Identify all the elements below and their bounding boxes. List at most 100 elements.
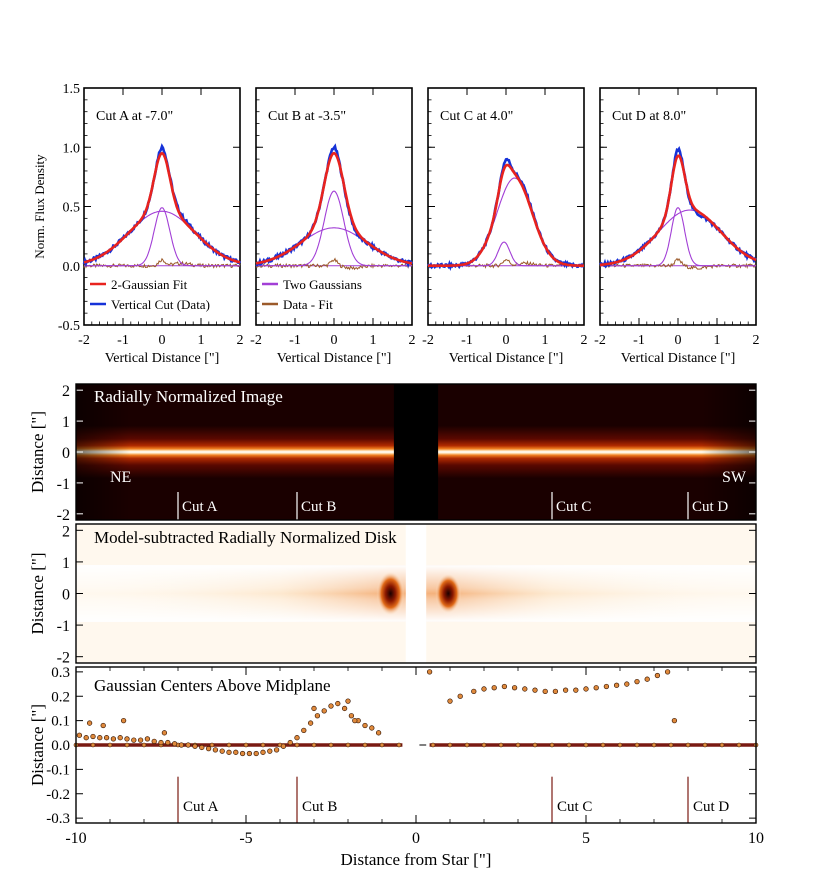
y-tick-label: 0 (62, 587, 70, 604)
midplane-point (396, 742, 402, 748)
midplane-point (532, 742, 538, 748)
midplane-point (549, 742, 555, 748)
coronagraph-mask (393, 384, 439, 520)
midplane-point (328, 742, 334, 748)
center-point (226, 749, 232, 755)
scatter-panel: -10 -5 0 5 10 -0.3 -0.2 -0.1 0.0 0.1 0.2 0.3 Distanc… (28, 665, 764, 869)
center-point (654, 672, 661, 679)
x-tick-label: 2 (753, 333, 760, 348)
residual-blob-left (376, 571, 405, 616)
panel-title: Cut C at 4.0" (440, 109, 513, 124)
gaussian-narrow-line (600, 207, 756, 267)
data-line (427, 157, 585, 271)
x-tick-label: -2 (594, 333, 606, 348)
y-tick-label: 1 (62, 414, 70, 431)
center-point (117, 735, 123, 741)
center-point (267, 748, 273, 754)
cut-label: Cut C (557, 799, 592, 815)
y-tick-label: 0.0 (63, 260, 81, 275)
center-point (86, 720, 93, 726)
x-tick-label: -10 (65, 830, 86, 847)
midplane-point (362, 742, 368, 748)
center-point (233, 749, 239, 755)
midplane-point (345, 742, 351, 748)
center-point (219, 748, 225, 754)
midplane-point (498, 742, 504, 748)
y-tick-label: 0.5 (63, 201, 81, 216)
center-point (613, 682, 620, 688)
cut-label: Cut B (301, 499, 336, 515)
x-tick-label: 1 (198, 333, 205, 348)
fit-line (428, 163, 584, 267)
y-axis-label: Distance ["] (28, 553, 47, 635)
center-point (671, 717, 678, 724)
fit-line (255, 151, 413, 265)
profile-panel-3: -2 -1 0 1 2 Vertical Distance ["] Cut C at 4.0… (422, 87, 588, 366)
center-point (471, 688, 477, 695)
gaussian-narrow-line (256, 190, 412, 267)
center-point (593, 685, 599, 691)
panel-title: Cut D at 8.0" (612, 109, 686, 124)
midplane-point (311, 742, 317, 748)
data-line (255, 143, 414, 269)
y-tick-label: -0.5 (58, 319, 80, 334)
center-point (511, 685, 518, 691)
center-point (131, 737, 137, 743)
center-point (199, 744, 205, 751)
center-point (562, 687, 569, 693)
center-point (603, 683, 610, 690)
midplane-point (685, 742, 691, 748)
x-tick-label: 5 (582, 830, 590, 847)
center-point (144, 736, 151, 742)
cut-label: Cut A (182, 499, 218, 515)
y-axis-label: Distance ["] (28, 704, 47, 786)
x-axis-label: Distance from Star ["] (341, 850, 492, 869)
image-panel-model-subtracted: -2 -1 0 1 2 Distance ["] Model-subtracted Radi… (28, 523, 757, 667)
center-point (161, 730, 168, 736)
y-tick-label: 2 (62, 383, 70, 400)
midplane-point (583, 742, 589, 748)
x-tick-label: 0 (331, 333, 338, 348)
center-point (287, 739, 293, 746)
residual-blob-right (435, 573, 462, 614)
center-point (314, 713, 321, 719)
center-point (491, 685, 497, 691)
center-point (178, 742, 185, 748)
panel-frame (75, 666, 757, 824)
legend-label: 2-Gaussian Fit (111, 277, 188, 292)
center-point (369, 725, 375, 731)
x-tick-label: 0 (159, 333, 166, 348)
center-point (301, 727, 307, 734)
center-point (583, 686, 589, 692)
panel-frame (75, 523, 757, 664)
center-point (375, 730, 382, 736)
center-point (151, 738, 157, 744)
image-panels: -2 -1 0 1 2 Distance ["] Radially Normalized I… (28, 383, 757, 667)
center-point (634, 678, 640, 685)
center-point (280, 743, 287, 749)
center-point (239, 750, 246, 757)
center-point (192, 743, 198, 749)
center-point (447, 698, 453, 704)
y-tick-label: -1 (57, 476, 70, 493)
x-tick-label: 1 (714, 333, 721, 348)
midplane-point (566, 742, 572, 748)
y-tick-label: -1 (57, 618, 70, 635)
panel-title: Model-subtracted Radially Normalized Dis… (94, 528, 397, 547)
midplane-point (481, 742, 487, 748)
center-point (100, 722, 106, 729)
midplane-point (634, 742, 640, 748)
y-tick-label: -2 (57, 507, 70, 524)
center-point (542, 688, 548, 695)
center-point (90, 733, 96, 740)
center-point (341, 705, 348, 712)
midplane-point (719, 742, 725, 748)
midplane-point (651, 742, 657, 748)
midplane-point (90, 742, 96, 748)
profile-panel-2: -2 -1 0 1 2 Vertical Distance ["] Cut B at -3.… (250, 87, 416, 366)
center-point (426, 669, 433, 675)
y-tick-label: 1.0 (63, 141, 81, 156)
center-point (345, 698, 351, 704)
midplane-point (430, 742, 436, 748)
legend-label: Data - Fit (283, 297, 333, 312)
